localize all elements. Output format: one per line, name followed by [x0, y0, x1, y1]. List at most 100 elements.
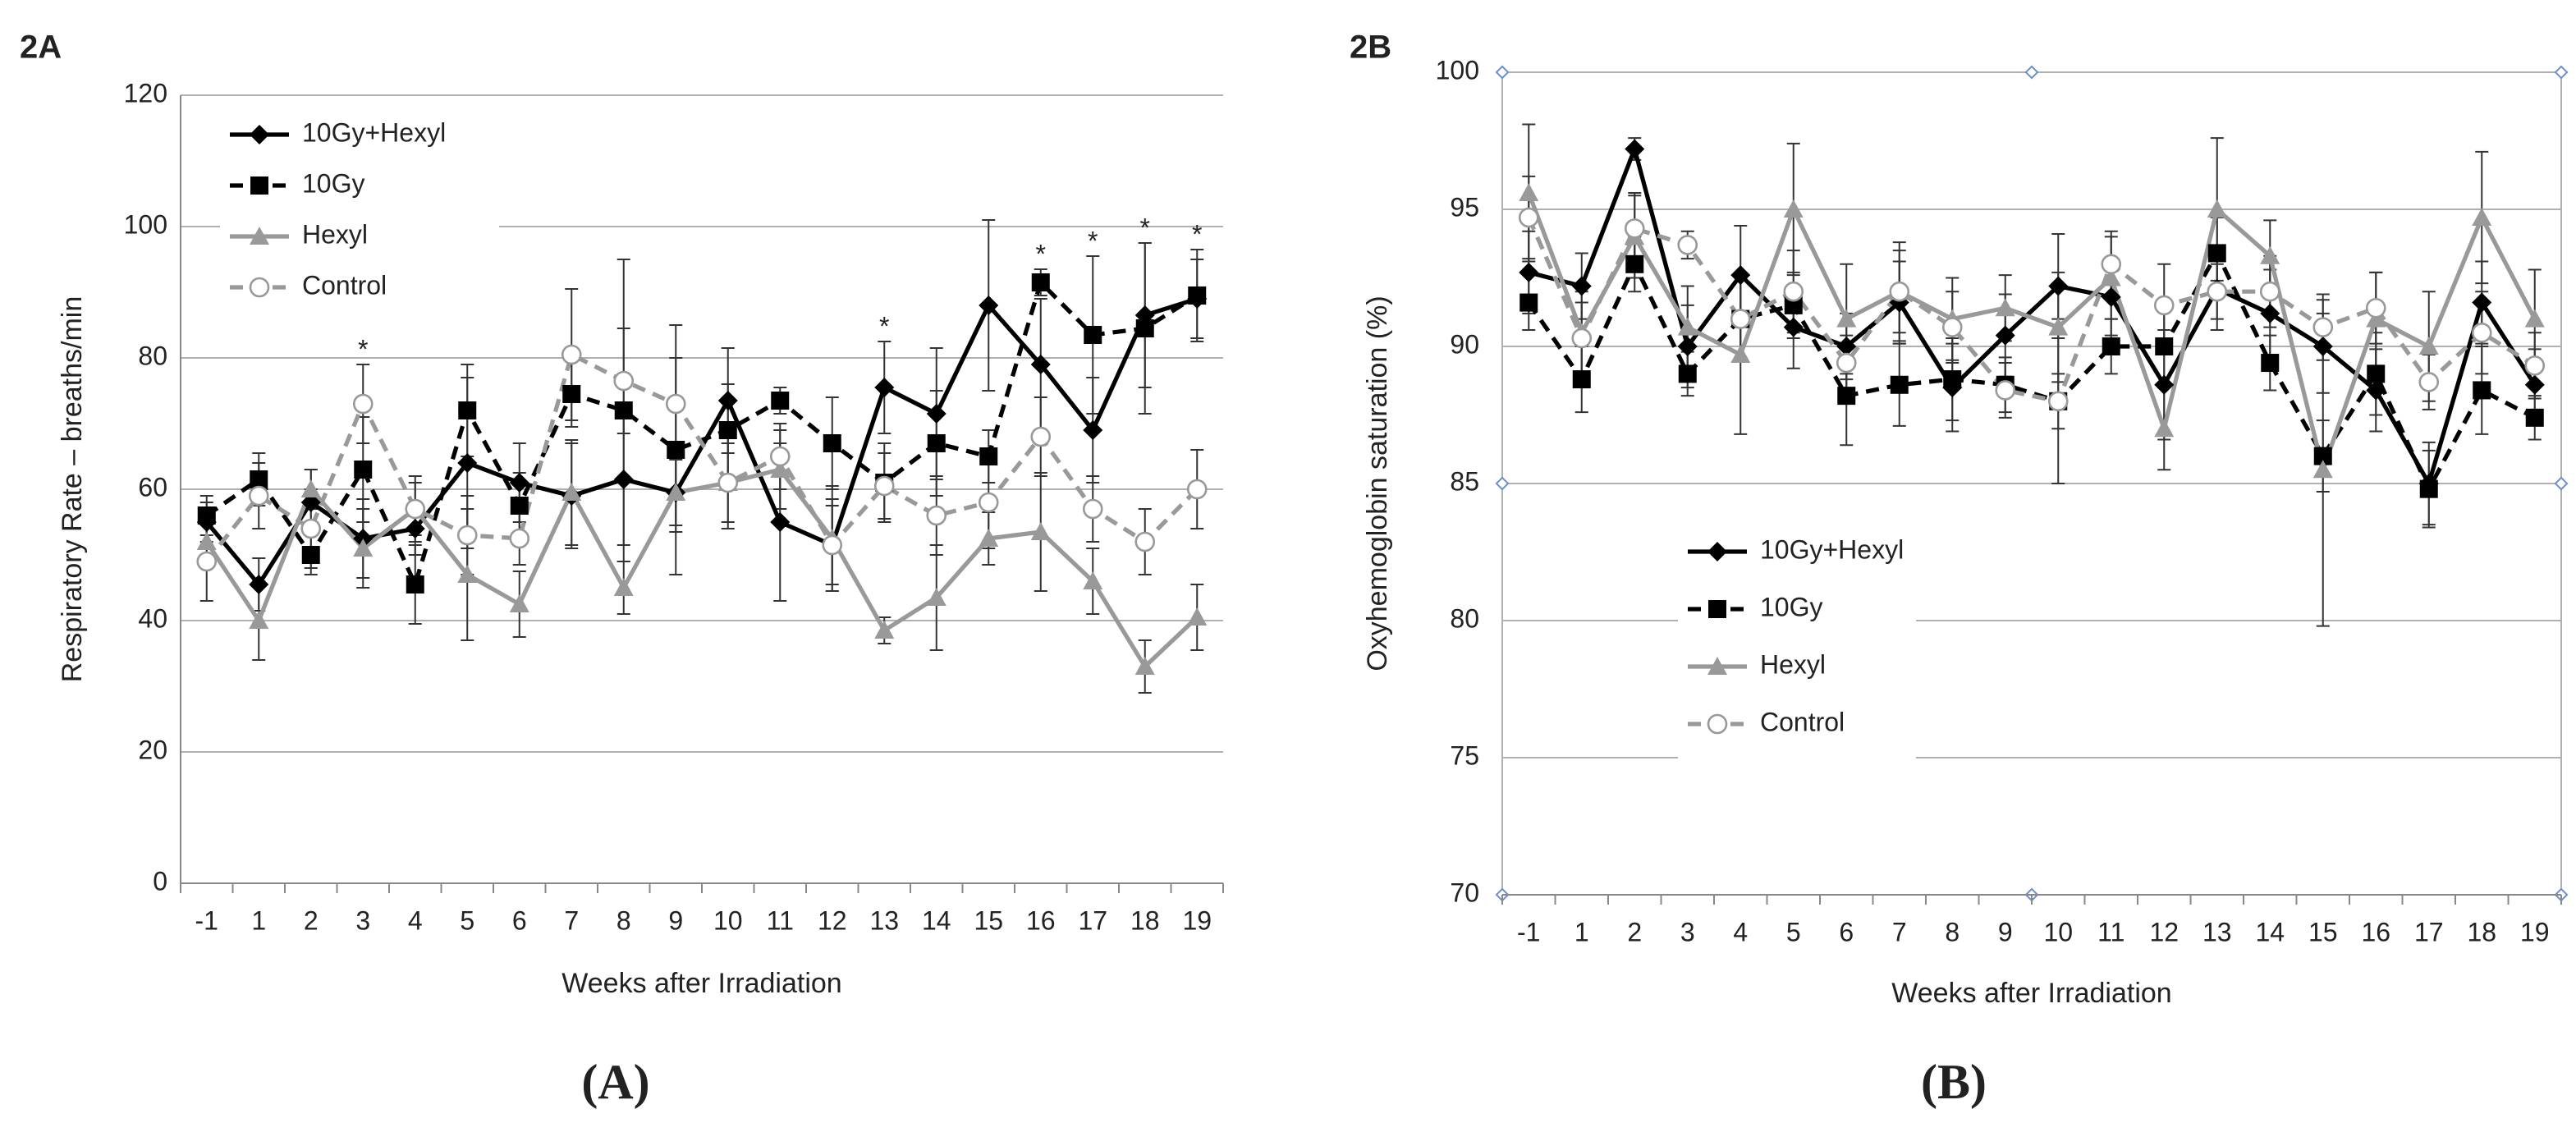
y-tick-label: 100	[124, 209, 167, 239]
marker	[249, 611, 269, 629]
legend-label: 10Gy+Hexyl	[302, 117, 446, 147]
marker	[874, 378, 895, 397]
marker	[1995, 298, 2015, 317]
marker	[2419, 479, 2438, 498]
marker	[509, 594, 529, 612]
marker	[769, 446, 791, 467]
annotation: *	[879, 311, 889, 341]
marker	[1031, 273, 1050, 291]
x-tick-label: 13	[2202, 917, 2232, 946]
x-tick-label: 17	[2414, 917, 2444, 946]
marker	[1836, 352, 1857, 374]
marker	[249, 575, 269, 594]
frame-handle	[1495, 65, 1510, 80]
marker	[770, 460, 791, 478]
legend-label: 10Gy	[302, 168, 364, 198]
frame-handle	[2554, 65, 2569, 80]
marker	[197, 506, 216, 525]
x-tick-label: 5	[1786, 917, 1801, 946]
y-tick-label: 40	[138, 603, 167, 633]
x-tick-label: 15	[2308, 917, 2338, 946]
marker	[665, 393, 686, 415]
marker	[2473, 381, 2491, 400]
x-tick-label: 12	[818, 905, 847, 935]
marker	[196, 551, 218, 572]
marker	[1730, 309, 1751, 329]
marker	[770, 512, 791, 532]
marker	[2207, 244, 2226, 263]
y-tick-label: 80	[1450, 603, 1479, 633]
annotation: *	[1088, 226, 1098, 255]
marker	[1518, 207, 1539, 228]
marker	[666, 483, 686, 501]
marker	[2312, 337, 2333, 356]
marker	[2154, 419, 2175, 438]
marker	[613, 370, 635, 392]
marker	[510, 497, 529, 515]
x-tick-label: 19	[1182, 905, 1212, 935]
marker	[1084, 326, 1102, 344]
x-tick-label: 6	[512, 905, 527, 935]
marker	[1995, 380, 2016, 401]
legend-label: Hexyl	[1760, 649, 1826, 679]
y-tick-label: 95	[1450, 192, 1479, 222]
marker	[2366, 309, 2386, 328]
marker	[300, 479, 321, 497]
x-tick-label: 2	[1627, 917, 1642, 946]
marker	[456, 525, 478, 546]
annotation: *	[1036, 239, 1046, 268]
marker	[1519, 182, 1539, 201]
marker	[1188, 286, 1207, 305]
marker	[1625, 254, 1644, 273]
series-line	[204, 467, 1199, 671]
marker	[2524, 355, 2546, 376]
marker	[2312, 460, 2333, 479]
marker	[873, 475, 895, 497]
x-tick-label: 7	[1892, 917, 1907, 946]
marker	[1677, 337, 1698, 356]
marker	[561, 483, 582, 501]
marker	[1730, 265, 1751, 286]
y-tick-label: 90	[1450, 329, 1479, 359]
marker	[2525, 408, 2544, 427]
x-tick-label: 9	[668, 905, 683, 935]
marker	[406, 575, 424, 593]
marker	[926, 404, 947, 424]
marker	[979, 529, 999, 547]
marker	[2101, 286, 2121, 307]
x-tick-label: 8	[1945, 917, 1960, 946]
x-tick-label: 11	[2097, 917, 2125, 946]
marker	[562, 385, 581, 403]
annotation: *	[358, 334, 368, 364]
legend-label: Control	[302, 270, 387, 300]
marker	[1708, 600, 1726, 618]
x-tick-label: 13	[869, 905, 899, 935]
marker	[2471, 322, 2492, 343]
x-tick-label: 5	[460, 905, 474, 935]
marker	[1707, 713, 1728, 735]
marker	[667, 441, 685, 459]
marker	[2048, 317, 2069, 336]
x-tick-label: -1	[195, 905, 218, 935]
marker	[457, 565, 478, 583]
marker	[509, 528, 530, 549]
x-axis-label: Weeks after Irradiation	[1891, 978, 2171, 1009]
marker	[1707, 657, 1727, 675]
marker	[1678, 364, 1697, 383]
x-tick-label: -1	[1517, 917, 1540, 946]
marker	[249, 277, 270, 298]
marker	[771, 392, 790, 410]
frame-handle	[2554, 476, 2569, 491]
y-tick-label: 100	[1436, 55, 1479, 85]
y-tick-label: 75	[1450, 740, 1479, 770]
y-axis-label: Respiratory Rate – breaths/min	[57, 296, 88, 683]
marker	[1783, 281, 1804, 302]
marker	[1624, 218, 1645, 239]
marker	[1677, 317, 1698, 336]
legend-label: Hexyl	[302, 219, 368, 249]
annotation: *	[1192, 219, 1202, 249]
marker	[1134, 657, 1155, 675]
marker	[2261, 354, 2280, 373]
marker	[1519, 293, 1538, 312]
x-tick-label: 4	[1733, 917, 1748, 946]
